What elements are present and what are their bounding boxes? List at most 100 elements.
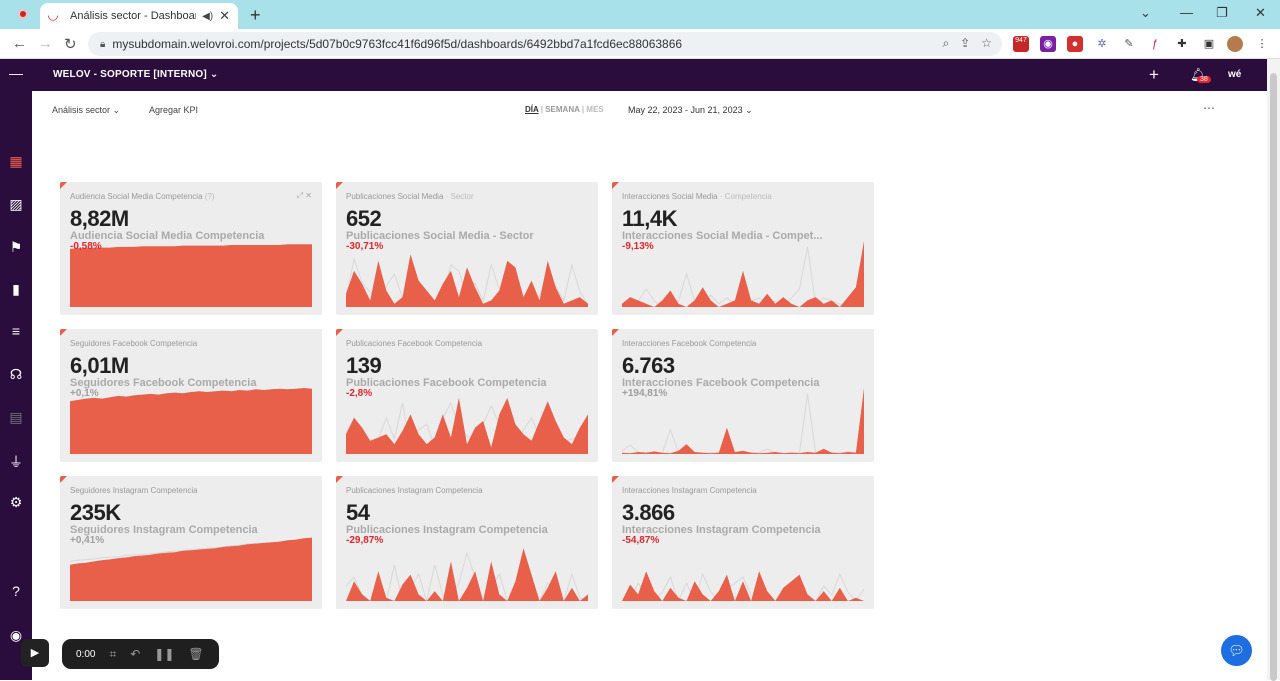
page-scrollbar[interactable] [1267,59,1280,681]
card-delta: -2,8% [346,388,373,399]
kpi-card[interactable]: Audiencia Social Media Competencia (?) ⤢ … [60,182,322,315]
notifications-badge: 38 [1197,76,1211,83]
recorder-undo-icon[interactable]: ↶ [130,647,141,661]
recorder-delete-icon[interactable]: 🗑︎ [188,647,204,661]
sidepanel-icon[interactable]: ▣ [1203,38,1215,50]
sidebar-help-icon[interactable]: ? [12,583,20,599]
card-sparkline [70,388,312,454]
maximize-icon[interactable]: ❐ [1216,5,1228,20]
period-separator: | [540,105,543,114]
period-day-tab[interactable]: DÍA [525,105,539,114]
support-chat-icon[interactable]: 💬︎ [1221,635,1252,666]
kpi-card[interactable]: Interacciones Social Media · Competencia… [612,182,874,315]
sidebar-list-icon[interactable]: ≡ [11,323,21,339]
tab-close-icon[interactable]: ✕ [219,8,230,23]
card-value: 6.763 [622,353,675,378]
card-sparkline [622,241,864,307]
card-label: Seguidores Facebook Competencia [70,377,257,389]
window-close-icon[interactable]: ✕ [1255,5,1266,20]
kpi-card[interactable]: Interacciones Instagram Competencia 3.86… [612,476,874,609]
camera-icon[interactable]: ▶ [21,639,49,667]
card-title: Seguidores Instagram Competencia [70,486,198,495]
tab-title: Análisis sector - Dashboard [70,10,197,22]
kpi-card[interactable]: Seguidores Instagram Competencia 235K Seg… [60,476,322,609]
card-delta: +194,81% [622,388,668,399]
card-sparkline [346,548,588,601]
sidebar-images-icon[interactable]: ▨ [9,196,23,212]
kpi-card[interactable]: Interacciones Facebook Competencia 6.763… [612,329,874,462]
card-value: 8,82M [70,206,129,231]
sidebar-dashboards-icon[interactable]: ▦ [9,153,23,169]
card-delta: -9,13% [622,241,654,252]
org-selector[interactable]: WELOV - SOPORTE [INTERNO] ⌄ [53,69,219,80]
extensions-puzzle-icon[interactable]: ✚ [1177,38,1187,50]
scrollbar-thumb[interactable] [1270,73,1277,681]
browser-tab-active[interactable]: ◡ Análisis sector - Dashboard ◀) ✕ [40,3,238,29]
add-icon[interactable]: + [1149,65,1159,84]
forward-icon[interactable]: → [38,35,53,52]
card-delta: +0,41% [70,535,105,546]
browser-address-bar: ← → ↻ 🔒︎ mysubdomain.welovroi.com/projec… [0,29,1280,59]
sidebar-toggle-icon[interactable]: — [9,65,23,81]
card-accent [612,476,619,483]
recorder-pause-icon[interactable]: ❚❚ [154,647,175,661]
sidebar-plug-icon[interactable]: ⏚ [9,454,23,470]
sidebar-charts-icon[interactable]: ▮ [12,281,20,297]
speaker-mute-icon[interactable]: ◀) [202,10,214,22]
card-value: 235K [70,500,121,525]
card-value: 3.866 [622,500,675,525]
sidebar-settings-icon[interactable]: ⚙ [9,494,23,510]
kpi-card[interactable]: Publicaciones Social Media · Sector 652 Pu… [336,182,598,315]
sidebar-user-icon[interactable]: ◉ [9,627,23,643]
kpi-card[interactable]: Publicaciones Instagram Competencia 54 Pu… [336,476,598,609]
back-icon[interactable]: ← [12,35,27,52]
sidebar-headset-icon[interactable]: ☊ [9,366,23,382]
card-delta: -54,87% [622,535,660,546]
zoom-icon[interactable]: ⌕ [942,36,950,50]
welov-logo: wé [1228,69,1242,80]
sidebar-calendar-icon[interactable]: ▤ [9,409,23,425]
share-icon[interactable]: ⇪ [960,36,971,50]
card-accent [336,182,343,189]
card-label: Interacciones Social Media - Compet... [622,230,823,242]
kpi-card[interactable]: Publicaciones Facebook Competencia 139 Pu… [336,329,598,462]
period-week-tab[interactable]: SEMANA [545,105,580,114]
sparkline-comparison-line [622,572,864,601]
card-accent [612,182,619,189]
site-info-icon[interactable]: 🔒︎ [100,38,106,50]
more-options-icon[interactable]: ⋯ [1203,101,1215,115]
bookmark-star-icon[interactable]: ☆ [981,36,992,50]
card-sparkline [70,244,312,307]
extension-color-icon[interactable]: ◉ [1040,36,1056,52]
sidebar-flag-icon[interactable]: ⚑ [9,239,23,255]
card-title: Interacciones Facebook Competencia [622,339,757,348]
card-label: Interacciones Facebook Competencia [622,377,820,389]
recorder-grid-icon[interactable]: ⌗ [109,646,117,661]
extension-badge-icon[interactable]: 947 [1013,36,1029,52]
card-title: Publicaciones Instagram Competencia [346,486,483,495]
new-tab-icon[interactable]: + [250,5,261,25]
date-range-picker[interactable]: May 22, 2023 - Jun 21, 2023 ⌄ [628,105,753,115]
card-accent [336,476,343,483]
kpi-card[interactable]: Seguidores Facebook Competencia 6,01M Seg… [60,329,322,462]
eyedropper-icon[interactable]: ✎ [1124,38,1134,50]
card-title: Interacciones Social Media · Competencia [622,192,772,201]
minimize-icon[interactable]: — [1180,5,1193,20]
period-month-tab[interactable]: MES [586,105,604,114]
extension-record-icon[interactable]: ● [1067,36,1083,52]
browser-tab-bar: ◡ Análisis sector - Dashboard ◀) ✕ + ⌄ —… [0,0,1280,29]
add-kpi-button[interactable]: Agregar KPI [149,105,199,115]
card-tools[interactable]: ⤢ ✕ [296,191,312,200]
card-title: Seguidores Facebook Competencia [70,339,198,348]
extension-f-icon[interactable]: ƒ [1151,38,1159,50]
card-value: 54 [346,500,370,525]
tab-search-icon[interactable]: ⌄ [1140,5,1151,20]
profile-avatar[interactable] [1227,36,1243,52]
card-sparkline [70,537,312,601]
recording-indicator-icon [18,9,28,19]
url-input[interactable]: 🔒︎ mysubdomain.welovroi.com/projects/5d0… [88,32,1002,56]
extension-gear-icon[interactable]: ✲ [1097,38,1107,50]
dashboard-selector[interactable]: Análisis sector ⌄ [52,105,121,115]
reload-icon[interactable]: ↻ [64,36,77,53]
browser-menu-icon[interactable]: ⋮ [1256,38,1268,50]
